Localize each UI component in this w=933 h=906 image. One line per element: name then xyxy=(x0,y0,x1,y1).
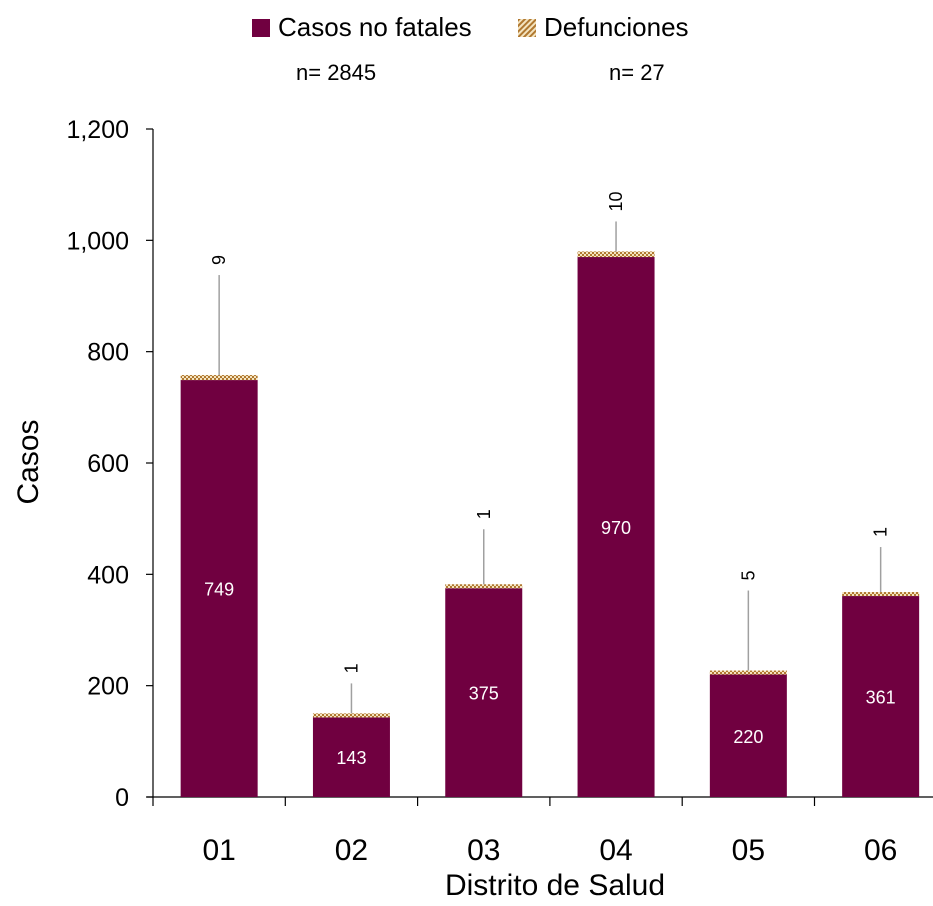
x-tick-label: 01 xyxy=(202,834,235,867)
x-tick-label: 04 xyxy=(599,834,632,867)
bar-defunciones-02 xyxy=(312,713,390,718)
y-tick-label: 1,000 xyxy=(66,227,129,255)
legend-swatch-hatched xyxy=(518,18,536,37)
legend-n-defunciones: n= 27 xyxy=(609,60,665,85)
data-label-defunciones: 1 xyxy=(341,663,361,673)
data-label-defunciones: 5 xyxy=(738,571,758,581)
legend-n-casos-no-fatales: n= 2845 xyxy=(296,60,377,85)
x-tick-label: 03 xyxy=(467,834,500,867)
x-axis-title: Distrito de Salud xyxy=(445,869,665,902)
data-label-casos-no-fatales: 143 xyxy=(336,748,366,768)
y-tick-label: 600 xyxy=(87,450,129,478)
y-tick-label: 1,200 xyxy=(66,116,129,144)
data-label-casos-no-fatales: 375 xyxy=(469,684,499,704)
data-label-casos-no-fatales: 361 xyxy=(866,688,896,708)
bar-defunciones-06 xyxy=(842,592,920,597)
x-tick-label: 02 xyxy=(335,834,368,867)
legend-label-defunciones: Defunciones xyxy=(544,12,689,42)
legend-item-defunciones: Defunciones xyxy=(518,12,689,43)
data-label-defunciones: 9 xyxy=(209,255,229,265)
y-tick-label: 0 xyxy=(115,784,129,812)
data-label-casos-no-fatales: 970 xyxy=(601,518,631,538)
y-tick-label: 400 xyxy=(87,561,129,589)
bar-casos-no-fatales-03 xyxy=(445,588,523,797)
bar-casos-no-fatales-05 xyxy=(709,674,787,797)
bar-casos-no-fatales-02 xyxy=(312,717,390,797)
legend-item-casos-no-fatales: Casos no fatales xyxy=(252,12,472,43)
legend-swatch-solid xyxy=(252,18,270,37)
data-label-casos-no-fatales: 749 xyxy=(204,580,234,600)
x-tick-label: 06 xyxy=(864,834,897,867)
bar-defunciones-05 xyxy=(709,670,787,675)
data-label-defunciones: 1 xyxy=(871,527,891,537)
y-tick-label: 200 xyxy=(87,673,129,701)
bar-casos-no-fatales-06 xyxy=(842,596,920,797)
bar-defunciones-01 xyxy=(180,375,258,381)
data-label-defunciones: 1 xyxy=(474,509,494,519)
legend: Casos no fatales Defunciones n= 2845 n= … xyxy=(0,8,933,88)
bar-casos-no-fatales-04 xyxy=(577,257,655,797)
bar-defunciones-03 xyxy=(445,584,523,589)
bar-defunciones-04 xyxy=(577,251,655,258)
bar-casos-no-fatales-01 xyxy=(180,380,258,797)
x-tick-label: 05 xyxy=(732,834,765,867)
data-label-defunciones: 10 xyxy=(606,191,626,211)
y-axis-title: Casos xyxy=(12,419,45,504)
y-tick-label: 800 xyxy=(87,339,129,367)
data-label-casos-no-fatales: 220 xyxy=(733,727,763,747)
legend-label-casos-no-fatales: Casos no fatales xyxy=(278,12,472,42)
